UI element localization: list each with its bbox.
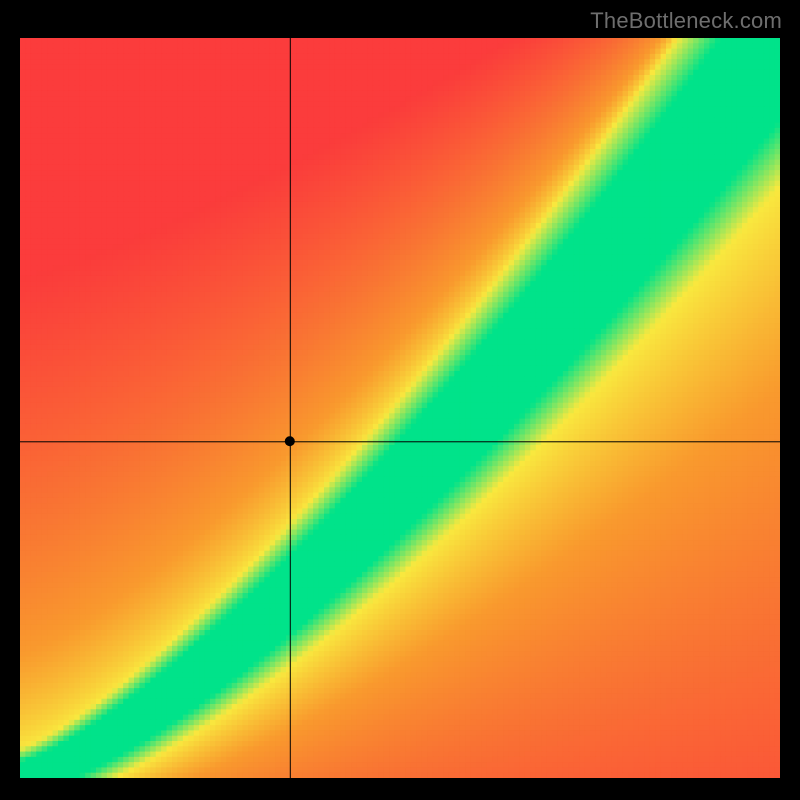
watermark-text: TheBottleneck.com: [590, 8, 782, 34]
heatmap-plot: [20, 38, 780, 778]
heatmap-canvas: [20, 38, 780, 778]
chart-container: TheBottleneck.com: [0, 0, 800, 800]
